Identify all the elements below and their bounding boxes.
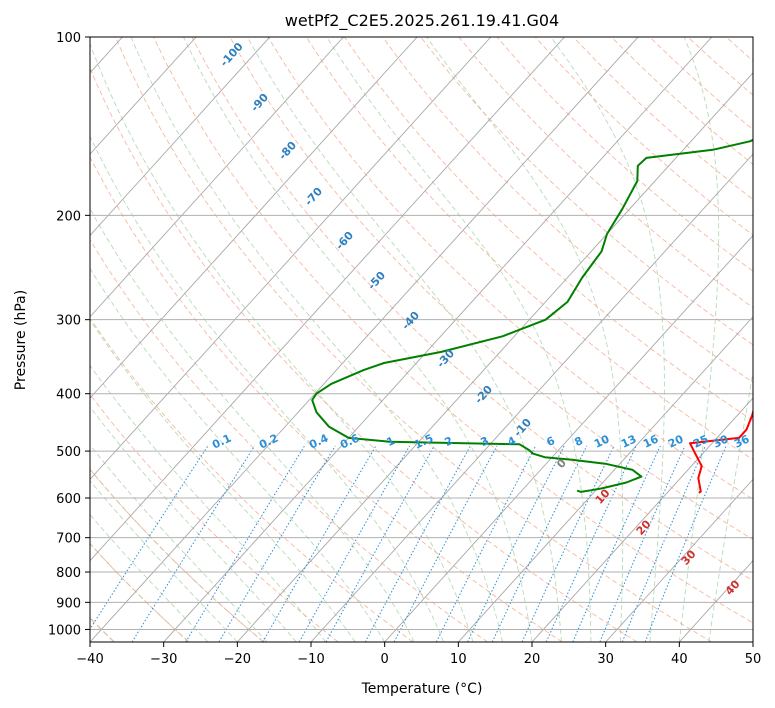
- isotherm: [457, 316, 753, 642]
- mixing-ratio-label: 10: [592, 432, 612, 450]
- dry-adiabat: [458, 37, 753, 309]
- moist-adiabat: [90, 406, 297, 642]
- dry-adiabat: [115, 37, 712, 642]
- y-tick-label: 600: [56, 492, 81, 507]
- dry-adiabat: [90, 156, 563, 642]
- mixing-ratio-line: [521, 445, 615, 642]
- mixing-ratio-label: 16: [641, 432, 661, 450]
- moist-adiabat: [90, 514, 209, 642]
- moist-adiabat: [326, 37, 592, 642]
- moist-adiabat: [678, 37, 720, 642]
- isotherm: [90, 37, 565, 562]
- mixing-ratio-label: 20: [666, 432, 686, 450]
- mixing-ratio-line: [298, 445, 410, 642]
- isotherm: [531, 397, 753, 642]
- dewpoint-line: [311, 138, 753, 493]
- x-tick-label: 20: [524, 652, 541, 667]
- profile-lines: [311, 138, 753, 494]
- y-tick-label: 1000: [48, 623, 81, 638]
- isotherm: [90, 37, 344, 318]
- mixing-ratio-line: [621, 445, 706, 642]
- mixing-ratio-line: [644, 445, 727, 642]
- y-tick-label: 100: [56, 31, 81, 46]
- mixing-ratio-line: [572, 445, 661, 642]
- y-tick-label: 800: [56, 566, 81, 581]
- plot-area: [90, 37, 753, 642]
- x-tick-label: 10: [450, 652, 467, 667]
- moist-adiabat: [90, 479, 238, 642]
- y-tick-label: 700: [56, 532, 81, 547]
- x-tick-label: 0: [381, 652, 389, 667]
- temperature-line: [689, 408, 753, 494]
- mixing-ratio-line: [218, 445, 336, 642]
- x-tick-label: 50: [745, 652, 762, 667]
- moist-adiabat: [90, 444, 268, 642]
- moist-adiabat: [426, 37, 624, 642]
- moist-adiabat: [183, 37, 533, 642]
- plot-frame: [89, 36, 754, 643]
- moist-adiabat: [90, 319, 356, 642]
- dry-adiabat: [90, 393, 339, 642]
- isotherm: [90, 37, 639, 642]
- moist-adiabat: [90, 42, 474, 642]
- y-tick-label: 200: [56, 209, 81, 224]
- isotherm: [90, 37, 271, 237]
- y-tick-label: 500: [56, 445, 81, 460]
- dry-adiabat: [153, 37, 753, 624]
- chart-title: wetPf2_C2E5.2025.261.19.41.G04: [285, 11, 559, 31]
- mixing-ratio-line: [599, 445, 686, 642]
- mixing-ratio-line: [131, 445, 256, 642]
- mixing-ratio-line: [262, 445, 377, 642]
- dry-adiabat: [344, 37, 753, 422]
- dry-adiabat: [90, 67, 638, 642]
- x-tick-label: −10: [297, 652, 324, 667]
- isotherm: [90, 37, 492, 481]
- x-tick-label: 30: [597, 652, 614, 667]
- dry-adiabat: [90, 238, 488, 642]
- moist-adiabat: [90, 207, 415, 642]
- moist-adiabat: [247, 37, 562, 642]
- isotherm: [236, 72, 753, 642]
- mixing-ratio-label: 30: [711, 432, 731, 450]
- y-tick-label: 300: [56, 314, 81, 329]
- y-tick-label: 400: [56, 388, 81, 403]
- mixing-ratio-line: [467, 445, 565, 642]
- y-axis-label: Pressure (hPa): [13, 290, 29, 390]
- dry-adiabat: [305, 37, 753, 461]
- isotherm: [310, 153, 753, 642]
- x-tick-label: 40: [671, 652, 688, 667]
- mixing-ratio-label: 25: [691, 432, 710, 450]
- x-tick-label: −30: [150, 652, 177, 667]
- mixing-ratio-label: 13: [619, 432, 638, 450]
- mixing-ratio-line: [491, 445, 588, 642]
- mixing-ratio-line: [435, 445, 537, 642]
- moist-adiabat: [90, 267, 386, 642]
- isotherm: [163, 37, 713, 642]
- y-tick-label: 900: [56, 596, 81, 611]
- isotherm: [384, 234, 753, 642]
- mixing-ratio-line: [325, 445, 435, 642]
- dry-adiabat: [420, 37, 753, 346]
- moist-adiabat: [130, 37, 503, 642]
- x-axis-label: Temperature (°C): [361, 681, 483, 697]
- axis-ticks: −40 −30 −20 −10 0 10 20 30 40 50 100 200 300 400 500 60…: [48, 31, 761, 667]
- isotherm: [605, 478, 753, 642]
- reference-curve: [90, 468, 264, 642]
- x-tick-label: −40: [76, 652, 103, 667]
- isotherm: [90, 37, 197, 155]
- mixing-ratio-line: [90, 445, 209, 631]
- mixing-ratio-label: 36: [732, 432, 752, 450]
- moist-adiabat: [550, 37, 665, 642]
- isotherm: [90, 37, 418, 399]
- moist-adiabat: [90, 135, 445, 642]
- x-tick-label: −20: [224, 652, 251, 667]
